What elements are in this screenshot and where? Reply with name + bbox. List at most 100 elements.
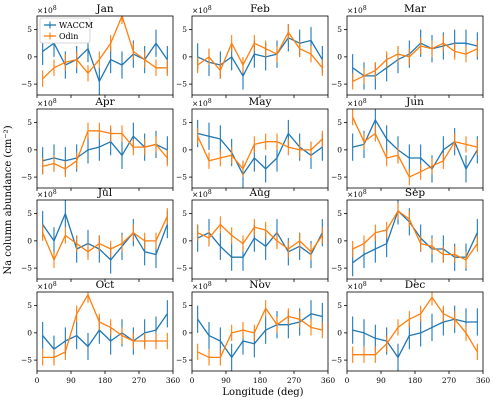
y-tick-label: −5: [331, 80, 342, 89]
x-tick-label: 90: [66, 376, 76, 385]
y-tick-label: −5: [21, 80, 32, 89]
waccm-line: [352, 42, 478, 77]
y-tick-label: −5: [331, 173, 342, 182]
panel-jun: Jun ×108 −5 0 5: [331, 96, 484, 191]
series-odin: [352, 292, 478, 363]
odin-line: [352, 116, 478, 178]
odin-line: [197, 135, 323, 170]
y-tick-label: −5: [176, 264, 187, 273]
waccm-line: [42, 42, 168, 83]
y-multiplier-label: ×108: [37, 5, 57, 15]
panel-title: Nov: [249, 279, 271, 291]
y-tick-label: 0: [182, 236, 187, 245]
series-odin: [42, 122, 168, 178]
y-tick-label: 5: [27, 118, 32, 127]
x-tick-label: 270: [287, 376, 302, 385]
series-waccm: [197, 24, 323, 90]
panel-frame: [191, 199, 329, 280]
panel-title: Jul: [97, 187, 113, 199]
y-tick-label: −5: [21, 264, 32, 273]
y-tick-label: 0: [337, 145, 342, 154]
y-tick-label: −5: [176, 173, 187, 182]
x-tick-label: 90: [221, 376, 231, 385]
panel-feb: Feb ×108 −5 0 5: [176, 3, 329, 98]
panel-dec: Dec ×108 −5 0 5 0 90 180 270 360: [331, 279, 490, 385]
panel-frame: [36, 108, 174, 189]
series-odin: [352, 35, 478, 90]
panel-frame: [36, 199, 174, 280]
waccm-line: [42, 212, 168, 261]
odin-line: [42, 294, 168, 359]
panel-title: Jun: [405, 96, 424, 108]
x-tick-label: 0: [345, 376, 350, 385]
odin-line: [352, 296, 478, 356]
odin-line: [197, 307, 323, 359]
y-multiplier-label: ×108: [37, 98, 57, 108]
x-tick-label: 0: [190, 376, 195, 385]
y-tick-label: 0: [27, 236, 32, 245]
series-odin: [42, 208, 168, 269]
panel-title: Aug: [248, 187, 270, 199]
panel-frame: [346, 15, 484, 96]
y-tick-label: −5: [176, 356, 187, 365]
y-tick-label: 0: [337, 236, 342, 245]
panel-frame: [191, 291, 329, 372]
y-multiplier-label: ×108: [192, 98, 212, 108]
panel-title: May: [249, 96, 272, 108]
series-waccm: [42, 200, 168, 274]
y-multiplier-label: ×108: [192, 189, 212, 199]
panel-jul: Jul ×108 −5 0 5: [21, 187, 174, 282]
panel-title: Apr: [94, 96, 115, 108]
panel-title: Dec: [405, 279, 426, 291]
panel-frame: [191, 15, 329, 96]
legend-label-odin: Odin: [59, 32, 78, 41]
x-tick-label: 180: [253, 376, 268, 385]
y-tick-label: 5: [182, 301, 187, 310]
x-tick-label: 270: [132, 376, 147, 385]
panel-apr: Apr ×108 −5 0 5: [21, 96, 174, 191]
odin-line: [352, 210, 478, 261]
waccm-line: [42, 313, 168, 350]
series-waccm: [352, 200, 478, 277]
x-tick-label: 360: [166, 376, 181, 385]
series-waccm: [352, 305, 478, 371]
panel-sep: Sep ×108 −5 0 5: [331, 187, 484, 282]
y-tick-label: 5: [27, 301, 32, 310]
y-multiplier-label: ×108: [192, 5, 212, 15]
series-odin: [352, 109, 478, 186]
panel-frame: [346, 291, 484, 372]
panel-frame: [346, 199, 484, 280]
x-tick-label: 180: [98, 376, 113, 385]
x-tick-label: 360: [321, 376, 336, 385]
series-odin: [352, 202, 478, 269]
y-tick-label: 5: [27, 25, 32, 34]
y-multiplier-label: ×108: [347, 281, 367, 291]
series-odin: [197, 128, 323, 178]
legend-box: [39, 17, 91, 44]
panel-title: Feb: [250, 3, 270, 15]
panel-nov: Nov ×108 −5 0 5 0 90 180 270 360: [176, 279, 335, 385]
x-tick-label: 180: [408, 376, 423, 385]
panel-title: Oct: [96, 279, 115, 291]
y-tick-label: 5: [182, 25, 187, 34]
y-multiplier-label: ×108: [347, 98, 367, 108]
y-tick-label: 0: [27, 328, 32, 337]
waccm-line: [197, 37, 323, 77]
y-tick-label: 0: [182, 145, 187, 154]
series-waccm: [352, 109, 478, 183]
y-tick-label: −5: [331, 264, 342, 273]
odin-line: [197, 31, 323, 72]
y-multiplier-label: ×108: [37, 189, 57, 199]
panel-frame: [36, 291, 174, 372]
x-tick-label: 360: [476, 376, 491, 385]
panel-jan: Jan ×108 −5 0 5 WACCM Odin: [21, 3, 174, 98]
panel-oct: Oct ×108 −5 0 5 0 90 180 270 360: [21, 279, 180, 385]
series-odin: [197, 216, 323, 260]
waccm-line: [352, 119, 478, 170]
odin-line: [197, 223, 323, 253]
y-tick-label: 5: [337, 301, 342, 310]
legend-label-waccm: WACCM: [59, 21, 93, 30]
waccm-line: [197, 132, 323, 176]
panel-title: Mar: [404, 3, 427, 15]
